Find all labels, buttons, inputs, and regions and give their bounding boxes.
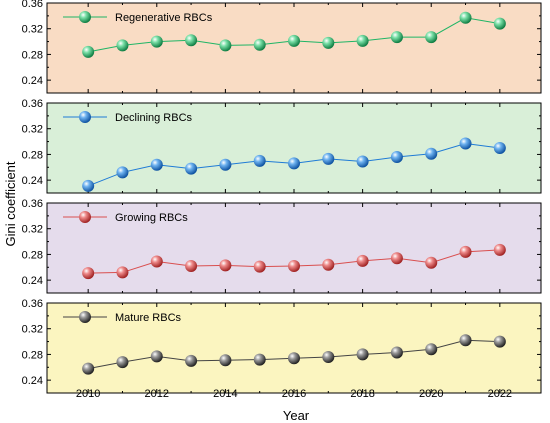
legend-marker <box>79 111 91 123</box>
panel-0: 0.24 0.28 0.32 0.36 Regenerative RBCs <box>22 0 542 94</box>
data-point <box>459 334 472 347</box>
data-point <box>219 158 232 171</box>
panel-background <box>46 302 542 394</box>
x-tick-label: 2016 <box>282 388 306 400</box>
data-point <box>82 267 95 280</box>
data-point <box>425 31 438 44</box>
data-point <box>288 34 300 47</box>
data-point <box>493 17 506 30</box>
data-point <box>150 35 163 48</box>
y-tick-label: 0.24 <box>22 75 43 87</box>
data-point <box>493 142 506 154</box>
data-point <box>150 350 163 363</box>
data-point <box>116 356 129 369</box>
data-point <box>219 259 232 272</box>
data-point <box>390 31 403 44</box>
data-point <box>116 166 129 179</box>
legend-label: Growing RBCs <box>115 212 188 224</box>
data-point <box>493 335 506 348</box>
legend-label: Declining RBCs <box>115 112 193 124</box>
data-point <box>390 346 403 359</box>
data-point <box>356 34 369 47</box>
y-tick-label: 0.28 <box>22 349 43 361</box>
panel-background <box>46 2 542 94</box>
data-point <box>253 38 266 51</box>
data-point <box>185 162 198 175</box>
data-point <box>82 362 95 375</box>
data-point <box>116 266 129 279</box>
data-point <box>459 137 472 150</box>
y-tick-label: 0.24 <box>22 275 43 287</box>
y-tick-label: 0.36 <box>22 198 43 210</box>
x-axis: 2010 2012 2014 2016 2018 2020 2022 <box>76 388 512 400</box>
data-point <box>185 34 198 47</box>
y-tick-label: 0.36 <box>22 298 43 310</box>
data-point <box>288 260 300 272</box>
x-tick-label: 2012 <box>145 388 169 400</box>
data-point <box>425 147 438 160</box>
x-tick-label: 2018 <box>350 388 374 400</box>
data-point <box>356 348 369 361</box>
y-tick-label: 0.28 <box>22 49 43 61</box>
data-point <box>82 45 95 58</box>
data-point <box>219 354 232 367</box>
x-tick-label: 2010 <box>76 388 100 400</box>
data-point <box>253 260 266 273</box>
data-point <box>185 354 198 367</box>
data-point <box>150 158 163 171</box>
data-point <box>288 352 300 365</box>
y-tick-label: 0.32 <box>22 124 43 136</box>
data-point <box>356 254 369 267</box>
data-point <box>185 260 198 272</box>
y-tick-label: 0.36 <box>22 98 43 110</box>
data-point <box>459 245 472 258</box>
y-tick-label: 0.32 <box>22 224 43 236</box>
data-point <box>219 39 232 52</box>
legend-marker <box>79 11 91 23</box>
x-tick-label: 2022 <box>488 388 512 400</box>
data-point <box>390 252 403 265</box>
y-tick-label: 0.24 <box>22 375 43 387</box>
data-point <box>322 351 335 363</box>
data-point <box>459 11 472 24</box>
y-tick-label: 0.32 <box>22 324 43 336</box>
x-tick-label: 2020 <box>419 388 443 400</box>
data-point <box>322 36 335 49</box>
y-tick-label: 0.32 <box>22 24 43 36</box>
data-point <box>322 258 335 271</box>
panel-background <box>46 202 542 294</box>
panel-2: 0.24 0.28 0.32 0.36 Growing RBCs <box>22 198 542 294</box>
data-point <box>425 256 438 269</box>
panel-1: 0.24 0.28 0.32 0.36 Declining RBCs <box>22 98 542 194</box>
y-axis-title: Gini coefficient <box>3 161 18 246</box>
legend-label: Regenerative RBCs <box>115 12 213 24</box>
legend-label: Mature RBCs <box>115 312 182 324</box>
data-point <box>253 353 266 366</box>
data-point <box>390 151 403 163</box>
data-point <box>493 243 506 256</box>
data-point <box>253 154 266 167</box>
data-point <box>425 343 438 356</box>
legend-marker <box>79 311 91 323</box>
x-tick-label: 2014 <box>213 388 237 400</box>
y-tick-label: 0.28 <box>22 249 43 261</box>
data-point <box>82 179 95 192</box>
legend-marker <box>79 211 91 223</box>
data-point <box>356 155 369 168</box>
data-point <box>116 39 129 52</box>
data-point <box>322 152 335 165</box>
data-point <box>150 255 163 268</box>
panel-3: 0.24 0.28 0.32 0.36 Mature RBCs <box>22 298 542 394</box>
y-tick-label: 0.36 <box>22 0 43 10</box>
y-tick-label: 0.24 <box>22 175 43 187</box>
data-point <box>288 157 300 170</box>
x-axis-title: Year <box>283 408 310 423</box>
y-tick-label: 0.28 <box>22 149 43 161</box>
